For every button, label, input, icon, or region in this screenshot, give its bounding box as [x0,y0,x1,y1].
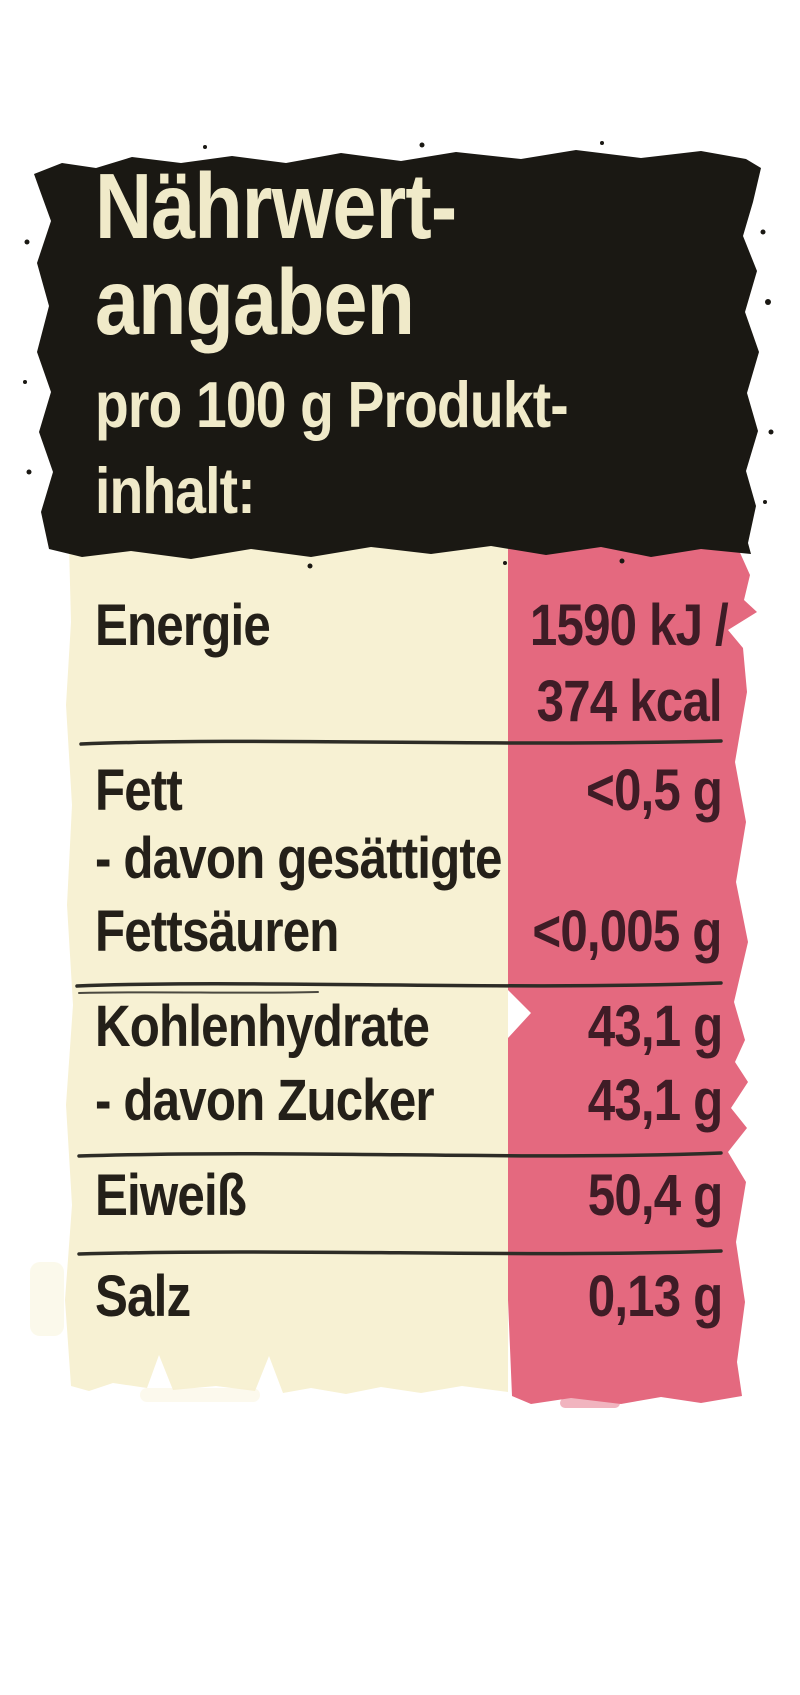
torn-edge-speckles [23,141,774,569]
divider-line-1 [79,739,723,746]
row-fett-value: <0,5 g [585,758,723,823]
divider-line-3 [77,1151,723,1158]
value-column-background [508,546,757,1404]
row-fett-sub-value: <0,005 g [532,899,723,964]
row-zucker-value: 43,1 g [587,1068,723,1133]
row-kohlenhydrate-label: Kohlenhydrate [95,994,430,1059]
row-kohlenhydrate-value: 43,1 g [587,994,723,1059]
row-fett-sub-label-line2: Fettsäuren [95,899,339,964]
row-fett-label: Fett [95,758,183,823]
title-line-2: angaben [95,250,415,354]
row-energie-label: Energie [95,593,271,658]
title-line-1: Nährwert- [95,154,457,258]
row-salz-label: Salz [95,1264,191,1329]
row-energie-value-line2: 374 kcal [536,669,723,734]
row-zucker-label: - davon Zucker [95,1068,435,1133]
divider-line-2-detail [78,991,319,994]
divider-line-2 [75,981,723,988]
subtitle-line-1: pro 100 g Produkt- [95,368,569,441]
header-background [34,150,761,559]
paint-smears [30,1262,620,1408]
row-eiweiss-value: 50,4 g [587,1163,723,1228]
row-salz-value: 0,13 g [587,1264,723,1329]
row-fett-sub-label-line1: - davon gesättigte [95,826,502,891]
label-column-background [65,546,508,1394]
subtitle-line-2: inhalt: [95,454,256,527]
row-energie-value-line1: 1590 kJ / [530,593,729,658]
divider-line-4 [77,1249,723,1256]
row-eiweiss-label: Eiweiß [95,1163,247,1228]
